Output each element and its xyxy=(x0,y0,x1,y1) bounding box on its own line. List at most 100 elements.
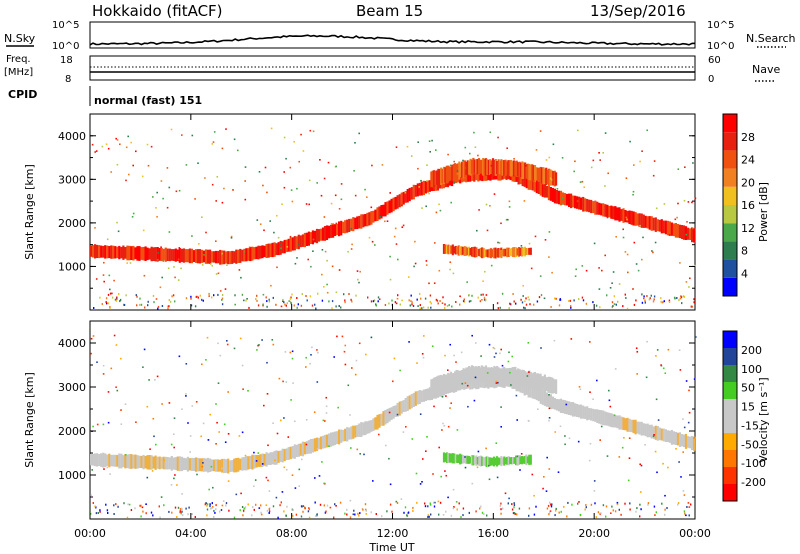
echo-speckle xyxy=(486,229,489,232)
echo-speckle xyxy=(168,186,171,189)
colorbar-cell xyxy=(723,168,737,187)
echo-cell xyxy=(517,247,521,257)
echo-cell xyxy=(92,453,95,466)
echo-speckle xyxy=(525,164,527,167)
echo-speckle xyxy=(290,302,292,305)
echo-speckle xyxy=(213,509,215,512)
echo-speckle xyxy=(679,297,682,300)
echo-speckle xyxy=(139,297,141,300)
echo-cell xyxy=(547,394,550,407)
echo-speckle xyxy=(110,171,112,173)
echo-speckle xyxy=(510,384,512,386)
echo-speckle xyxy=(170,128,173,131)
echo-speckle xyxy=(344,301,346,304)
echo-speckle xyxy=(579,388,582,390)
echo-speckle xyxy=(481,299,483,301)
echo-speckle xyxy=(444,470,446,472)
echo-speckle xyxy=(147,300,149,303)
echo-speckle xyxy=(199,294,201,297)
echo-speckle xyxy=(106,302,108,305)
echo-cell xyxy=(454,245,457,255)
echo-cell xyxy=(504,159,507,177)
echo-speckle xyxy=(422,458,424,460)
echo-speckle xyxy=(130,509,133,511)
echo-speckle xyxy=(663,300,665,303)
echo-cell xyxy=(545,167,548,186)
echo-cell xyxy=(346,219,349,233)
echo-speckle xyxy=(224,288,227,290)
echo-cell xyxy=(497,248,500,258)
echo-speckle xyxy=(246,298,248,300)
echo-speckle xyxy=(602,152,604,154)
echo-speckle xyxy=(429,300,431,303)
echo-speckle xyxy=(616,501,619,504)
echo-speckle xyxy=(289,297,292,300)
echo-speckle xyxy=(392,380,394,383)
echo-speckle xyxy=(211,143,214,145)
echo-speckle xyxy=(415,472,418,475)
echo-cell xyxy=(188,458,191,471)
echo-speckle xyxy=(414,240,416,243)
echo-cell xyxy=(518,369,521,385)
echo-cell xyxy=(514,366,517,386)
echo-cell xyxy=(386,408,389,424)
echo-cell xyxy=(467,246,471,257)
echo-cell xyxy=(504,457,507,465)
echo-speckle xyxy=(268,298,270,301)
echo-cell xyxy=(462,247,465,255)
echo-speckle xyxy=(118,293,120,295)
echo-speckle xyxy=(655,511,657,514)
echo-speckle xyxy=(230,237,233,239)
echo-speckle xyxy=(259,223,262,225)
echo-cell xyxy=(229,251,232,265)
echo-cell xyxy=(140,247,143,260)
echo-cell xyxy=(138,455,141,469)
echo-cell xyxy=(275,450,278,465)
echo-speckle xyxy=(267,444,269,447)
echo-speckle xyxy=(291,474,294,476)
echo-speckle xyxy=(507,360,510,363)
echo-speckle xyxy=(624,502,626,505)
echo-cell xyxy=(215,250,218,264)
echo-speckle xyxy=(283,301,285,304)
echo-cell xyxy=(257,245,260,260)
echo-speckle xyxy=(612,509,614,512)
echo-speckle xyxy=(286,505,288,508)
echo-cell xyxy=(221,250,224,265)
echo-speckle xyxy=(599,306,601,309)
echo-speckle xyxy=(99,296,101,299)
nsky-label: N.Sky xyxy=(4,32,36,45)
echo-cell xyxy=(448,453,451,463)
echo-cell xyxy=(305,232,308,246)
echo-speckle xyxy=(314,501,316,504)
echo-speckle xyxy=(204,503,206,506)
echo-speckle xyxy=(573,299,575,302)
echo-speckle xyxy=(395,500,398,503)
echo-speckle xyxy=(152,514,154,517)
echo-speckle xyxy=(300,133,302,136)
echo-cell xyxy=(463,246,466,256)
echo-cell xyxy=(354,217,357,230)
echo-cell xyxy=(678,432,682,447)
echo-speckle xyxy=(260,504,262,507)
echo-speckle xyxy=(136,295,138,298)
echo-speckle xyxy=(146,476,149,479)
echo-cell xyxy=(98,454,101,466)
echo-speckle xyxy=(331,307,333,310)
echo-speckle xyxy=(533,513,536,516)
echo-speckle xyxy=(635,510,637,513)
echo-speckle xyxy=(364,503,367,506)
echo-speckle xyxy=(513,502,515,505)
echo-cell xyxy=(196,249,200,264)
echo-speckle xyxy=(160,496,163,498)
echo-speckle xyxy=(335,165,337,168)
echo-speckle xyxy=(212,486,214,489)
echo-cell xyxy=(108,453,111,468)
echo-cell xyxy=(442,373,446,393)
echo-cell xyxy=(239,248,242,263)
echo-speckle xyxy=(206,514,208,517)
echo-speckle xyxy=(611,282,613,284)
echo-cell xyxy=(533,372,537,391)
echo-cell xyxy=(528,163,531,181)
